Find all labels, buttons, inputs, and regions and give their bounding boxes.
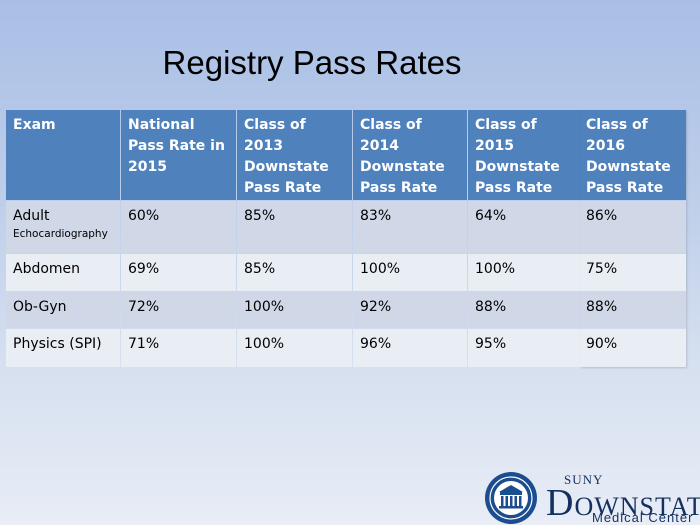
logo-downstate-text: DOWNSTATE <box>546 481 700 525</box>
class-2016-column: Class of 2016 Downstate Pass Rate 86% 75… <box>580 110 686 367</box>
header-exam: Exam <box>6 110 120 200</box>
seal-icon <box>485 472 537 524</box>
header-class-2015: Class of 2015 Downstate Pass Rate <box>468 110 582 200</box>
suny-downstate-logo: SUNY DOWNSTATE Medical Center <box>484 470 700 525</box>
row-exam-name: Physics (SPI) <box>6 329 120 367</box>
table-cell: 86% <box>580 201 686 253</box>
exam-name: Adult <box>13 208 50 224</box>
table-cell: 85% <box>237 254 352 291</box>
table-cell: 96% <box>353 329 467 367</box>
table-cell: 92% <box>353 292 467 328</box>
slide-title: Registry Pass Rates <box>162 44 462 81</box>
table-cell: 85% <box>237 201 352 253</box>
table-cell: 90% <box>580 329 686 367</box>
table-cell: 88% <box>468 292 582 328</box>
table-cell: 100% <box>237 292 352 328</box>
row-exam-name: Abdomen <box>6 254 120 291</box>
table-cell: 75% <box>580 254 686 291</box>
table-cell: 72% <box>121 292 236 328</box>
table-cell: 69% <box>121 254 236 291</box>
logo-downstate-initial: D <box>546 482 575 524</box>
row-exam-name: Ob-Gyn <box>6 292 120 328</box>
table-cell: 88% <box>580 292 686 328</box>
header-class-2013: Class of 2013 Downstate Pass Rate <box>237 110 352 200</box>
table-cell: 60% <box>121 201 236 253</box>
table-cell: 100% <box>468 254 582 291</box>
table-cell: 100% <box>237 329 352 367</box>
logo-medical-center-text: Medical Center <box>592 510 694 525</box>
exam-name-sub: Echocardiography <box>13 228 108 240</box>
table-cell: 64% <box>468 201 582 253</box>
pass-rate-table: Exam National Pass Rate in 2015 Class of… <box>6 110 582 367</box>
table-cell: 100% <box>353 254 467 291</box>
row-exam-name: Adult Echocardiography <box>6 201 120 253</box>
table-cell: 71% <box>121 329 236 367</box>
logo-suny-text: SUNY <box>564 472 604 487</box>
header-class-2016: Class of 2016 Downstate Pass Rate <box>580 110 686 200</box>
table-cell: 95% <box>468 329 582 367</box>
header-class-2014: Class of 2014 Downstate Pass Rate <box>353 110 467 200</box>
header-national-2015: National Pass Rate in 2015 <box>121 110 236 200</box>
table-cell: 83% <box>353 201 467 253</box>
logo-downstate-rest: OWNSTATE <box>574 492 700 521</box>
